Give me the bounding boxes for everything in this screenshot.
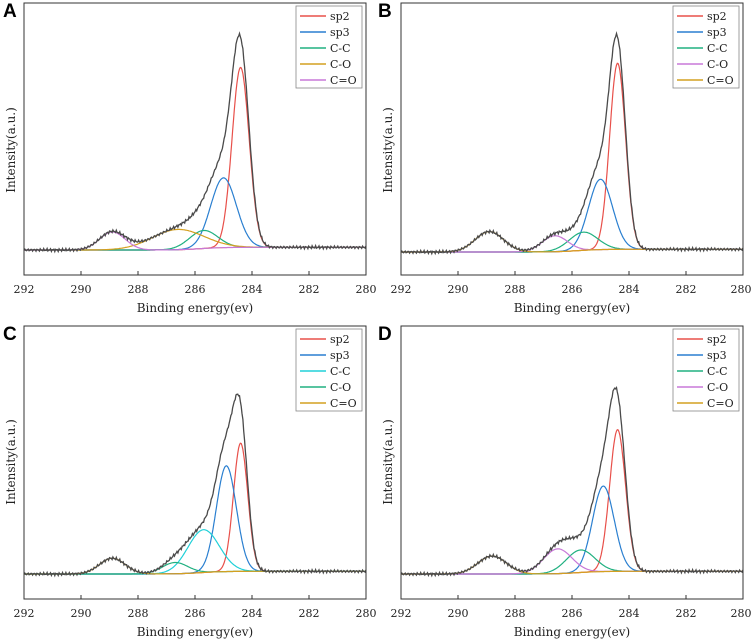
panel-a-xtick-5: 282 bbox=[299, 283, 320, 296]
panel-b-xtick-6: 280 bbox=[731, 283, 752, 296]
panel-b-xtick-1: 290 bbox=[448, 283, 469, 296]
panel-c-legend-label-cc: C-C bbox=[330, 365, 351, 378]
panel-d: D 292 290 288 286 284 282 280 Binding en… bbox=[378, 324, 752, 639]
panel-d-envelope bbox=[400, 385, 744, 578]
panel-c-plot-frame bbox=[23, 325, 367, 600]
panel-c-legend: sp2 sp3 C-C C-O C=O bbox=[295, 328, 363, 412]
panel-d-legend-label-cc: C-C bbox=[707, 365, 728, 378]
panel-b-xtick-4: 284 bbox=[619, 283, 640, 296]
panel-d-legend-label-co: C-O bbox=[707, 381, 728, 394]
panel-c-legend-frame bbox=[295, 328, 363, 412]
panel-d-xtick-4: 284 bbox=[619, 607, 640, 620]
panel-c-series-sp2-0 bbox=[24, 442, 366, 575]
panel-b-legend-label-cc: C-C bbox=[707, 42, 728, 55]
panel-b-xlabel: Binding energy(ev) bbox=[514, 301, 631, 315]
panel-a-xtick-6: 280 bbox=[356, 283, 377, 296]
panel-d-legend: sp2 sp3 C-C C-O C=O bbox=[672, 328, 740, 412]
panel-b-plot-frame bbox=[400, 2, 744, 276]
panel-a-legend-frame bbox=[295, 5, 363, 89]
panel-d-xtick-2: 288 bbox=[505, 607, 526, 620]
panel-b-letter: B bbox=[378, 1, 392, 22]
panel-d-xtick-0: 292 bbox=[391, 607, 412, 620]
panel-c-plot bbox=[23, 393, 367, 599]
panel-b-xtick-3: 286 bbox=[562, 283, 583, 296]
panel-d-xlabel: Binding energy(ev) bbox=[514, 625, 631, 639]
panel-a-legend-label-c-double-o: C=O bbox=[330, 74, 357, 87]
panel-d-plot bbox=[400, 385, 744, 599]
panel-c-legend-label-c-double-o: C=O bbox=[330, 397, 357, 410]
panel-b-legend-label-c-double-o: C=O bbox=[707, 74, 734, 87]
panel-a-letter: A bbox=[3, 1, 17, 22]
panel-c-legend-label-sp3: sp3 bbox=[330, 349, 350, 362]
panel-a-ylabel: Intensity(a.u.) bbox=[4, 107, 18, 193]
panel-b-envelope bbox=[400, 31, 744, 256]
panel-d-ylabel: Intensity(a.u.) bbox=[381, 419, 395, 505]
panel-a-xtick-3: 286 bbox=[185, 283, 206, 296]
panel-a: A 292 290 288 286 284 282 280 Binding en… bbox=[3, 1, 377, 315]
panel-b-legend-label-co: C-O bbox=[707, 58, 728, 71]
panel-c-xtick-4: 284 bbox=[242, 607, 263, 620]
panel-a-plot bbox=[23, 31, 367, 275]
panel-c-xtick-1: 290 bbox=[71, 607, 92, 620]
panel-a-xtick-0: 292 bbox=[14, 283, 35, 296]
panel-c-xtick-6: 280 bbox=[356, 607, 377, 620]
panel-d-xtick-6: 280 bbox=[731, 607, 752, 620]
panel-a-series-sp3-1 bbox=[24, 177, 366, 251]
panel-a-series-sp2-0 bbox=[24, 66, 366, 251]
panel-b-plot bbox=[400, 31, 744, 275]
panel-c-series-c-c-2 bbox=[24, 529, 366, 575]
panel-c-xtick-5: 282 bbox=[299, 607, 320, 620]
panel-a-xtick-2: 288 bbox=[128, 283, 149, 296]
panel-c-series-sp3-1 bbox=[24, 465, 366, 575]
panel-b-xtick-5: 282 bbox=[676, 283, 697, 296]
panel-b-xtick-0: 292 bbox=[391, 283, 412, 296]
panel-b-xtick-2: 288 bbox=[505, 283, 526, 296]
panel-a-legend-label-cc: C-C bbox=[330, 42, 351, 55]
panel-b: B 292 290 288 286 284 282 280 Binding en… bbox=[378, 1, 752, 315]
panel-d-xtick-1: 290 bbox=[448, 607, 469, 620]
panel-d-xtick-3: 286 bbox=[562, 607, 583, 620]
panel-c-xtick-0: 292 bbox=[14, 607, 35, 620]
panel-a-legend-label-sp2: sp2 bbox=[330, 10, 350, 23]
panel-b-legend-label-sp2: sp2 bbox=[707, 10, 727, 23]
panel-a-xtick-1: 290 bbox=[71, 283, 92, 296]
panel-d-series-sp2-0 bbox=[401, 428, 743, 575]
panel-a-legend-label-co: C-O bbox=[330, 58, 351, 71]
panel-c-envelope bbox=[23, 393, 367, 578]
panel-a-legend: sp2 sp3 C-C C-O C=O bbox=[295, 5, 363, 89]
panel-b-legend-label-sp3: sp3 bbox=[707, 26, 727, 39]
panel-a-plot-frame bbox=[23, 2, 367, 276]
panel-c-ylabel: Intensity(a.u.) bbox=[4, 419, 18, 505]
panel-a-xtick-4: 284 bbox=[242, 283, 263, 296]
panel-a-envelope bbox=[23, 31, 367, 254]
panel-d-plot-frame bbox=[400, 325, 744, 600]
panel-c-xtick-2: 288 bbox=[128, 607, 149, 620]
panel-a-xlabel: Binding energy(ev) bbox=[137, 301, 254, 315]
panel-a-legend-label-sp3: sp3 bbox=[330, 26, 350, 39]
panel-d-legend-label-c-double-o: C=O bbox=[707, 397, 734, 410]
panel-c-xtick-3: 286 bbox=[185, 607, 206, 620]
panel-d-xtick-5: 282 bbox=[676, 607, 697, 620]
panel-b-series-sp3-1 bbox=[401, 178, 743, 253]
panel-b-series-sp2-0 bbox=[401, 62, 743, 253]
panel-d-legend-label-sp3: sp3 bbox=[707, 349, 727, 362]
panel-c: C 292 290 288 286 284 282 280 Binding en… bbox=[3, 324, 377, 639]
panel-d-legend-frame bbox=[672, 328, 740, 412]
panel-b-ylabel: Intensity(a.u.) bbox=[381, 107, 395, 193]
panel-c-legend-label-co: C-O bbox=[330, 381, 351, 394]
panel-b-legend: sp2 sp3 C-C C-O C=O bbox=[672, 5, 740, 89]
panel-d-series-sp3-1 bbox=[401, 485, 743, 575]
panel-d-legend-label-sp2: sp2 bbox=[707, 333, 727, 346]
panel-c-legend-label-sp2: sp2 bbox=[330, 333, 350, 346]
panel-d-letter: D bbox=[378, 324, 392, 345]
panel-c-letter: C bbox=[3, 324, 17, 345]
panel-b-legend-frame bbox=[672, 5, 740, 89]
panel-c-xlabel: Binding energy(ev) bbox=[137, 625, 254, 639]
